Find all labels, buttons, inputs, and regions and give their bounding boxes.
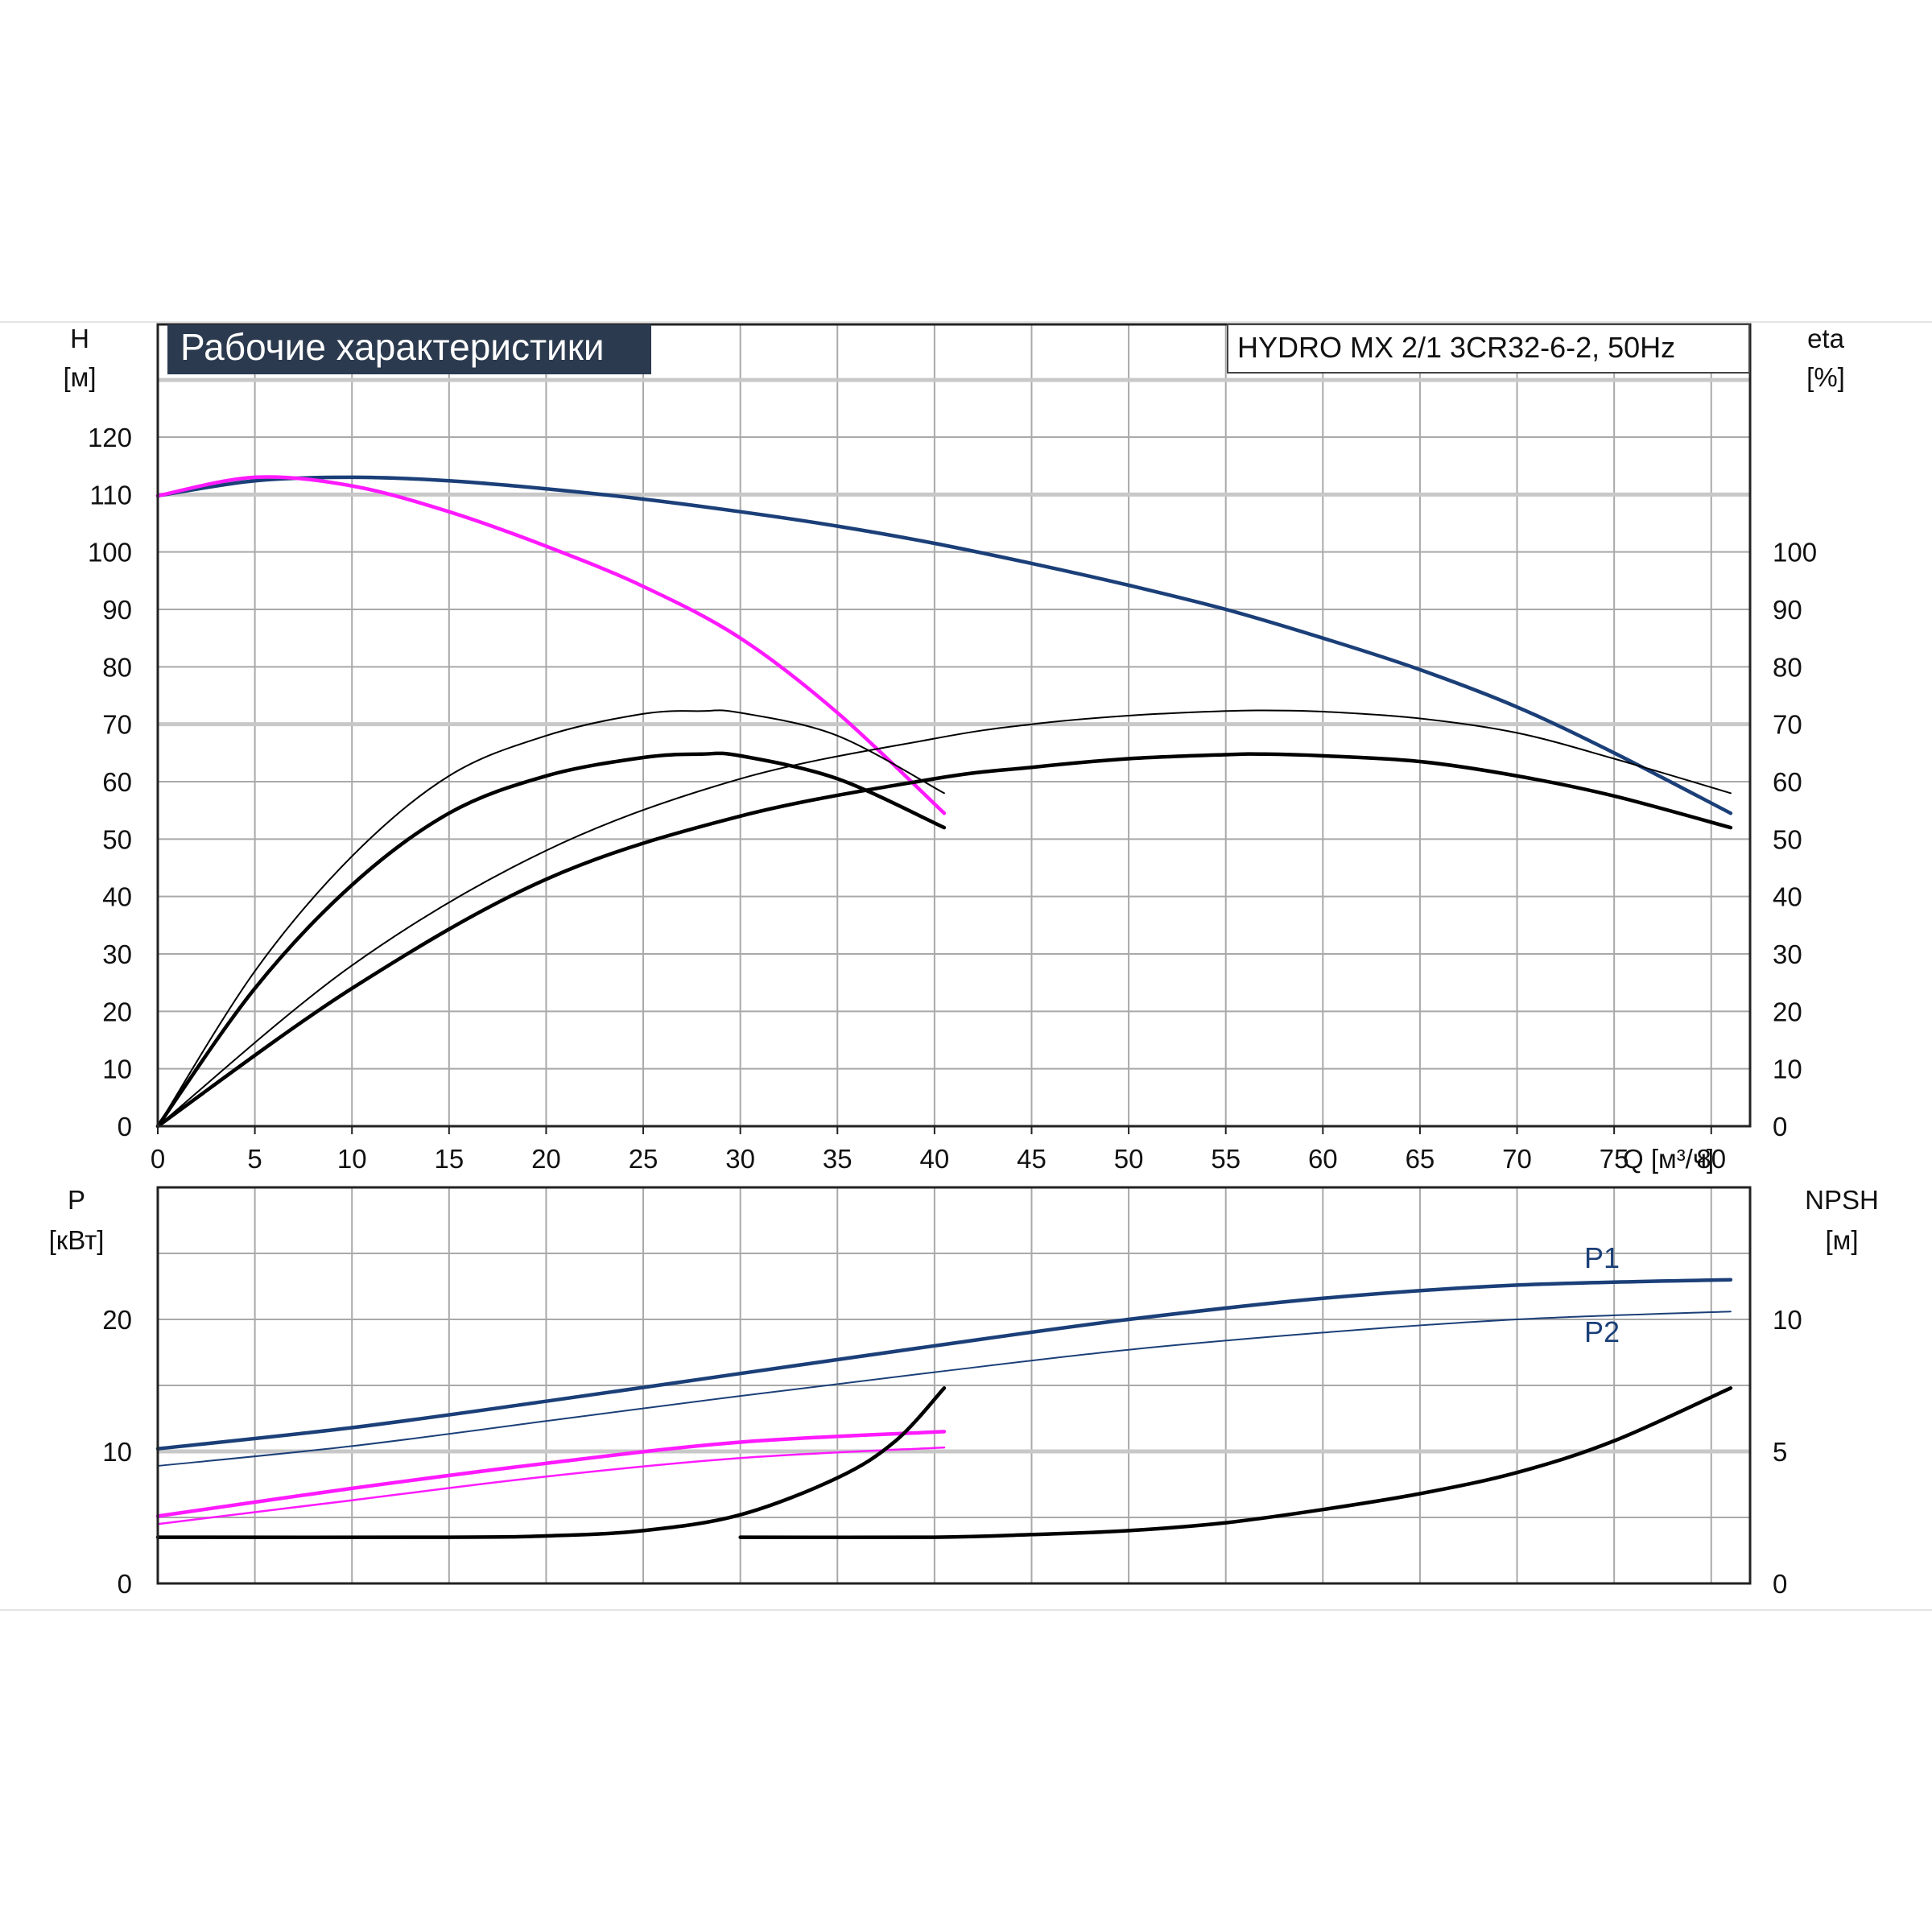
head-tick-label: 90 — [102, 595, 132, 625]
flow-tick-label: 20 — [531, 1144, 561, 1174]
head-tick-label: 110 — [89, 480, 132, 510]
tick-labels: 0102030405060708090100110120010203040506… — [88, 423, 1817, 1599]
series-P2 — [157, 1311, 1732, 1467]
eta-tick-label: 30 — [1773, 939, 1802, 969]
eta-tick-label: 20 — [1773, 997, 1802, 1026]
p2-series-label: P2 — [1584, 1315, 1620, 1348]
eta-tick-label: 10 — [1773, 1055, 1802, 1084]
head-axis-label: H — [70, 324, 89, 353]
eta-axis-unit: [%] — [1806, 362, 1845, 392]
head-tick-label: 120 — [88, 423, 132, 452]
bottom-panel-frame — [156, 1186, 1752, 1585]
flow-tick-label: 40 — [920, 1144, 950, 1174]
series-efficiency-total-one-pump — [155, 751, 947, 1129]
flow-tick-label: 65 — [1406, 1144, 1435, 1174]
flow-tick-label: 25 — [629, 1144, 658, 1174]
npsh-tick-label: 0 — [1773, 1569, 1787, 1599]
head-tick-label: 60 — [102, 767, 132, 797]
p1-series-label: P1 — [1584, 1241, 1620, 1274]
power-tick-label: 0 — [118, 1569, 132, 1599]
series-head-two-pumps — [155, 475, 1733, 815]
series-head-one-pump — [155, 475, 947, 815]
series-layer — [155, 475, 1733, 1540]
model-label-box — [1227, 324, 1750, 374]
title-badge — [167, 324, 651, 374]
head-tick-label: 30 — [102, 939, 132, 969]
series-efficiency-pump-two-pumps — [157, 709, 1732, 1127]
power-tick-label: 20 — [102, 1305, 132, 1335]
eta-tick-label: 60 — [1773, 767, 1802, 797]
flow-tick-label: 80 — [1696, 1144, 1726, 1174]
eta-tick-label: 70 — [1773, 710, 1802, 740]
eta-tick-label: 0 — [1773, 1112, 1787, 1141]
flow-tick-label: 30 — [725, 1144, 755, 1174]
flow-tick-label: 35 — [823, 1144, 852, 1174]
series-P1-one-pump — [155, 1430, 947, 1518]
model-label: HYDRO MX 2/1 3CR32-6-2, 50Hz — [1237, 331, 1675, 364]
flow-tick-label: 60 — [1308, 1144, 1338, 1174]
flow-axis-label: Q [м³/ч] — [1623, 1144, 1714, 1174]
npsh-tick-label: 10 — [1773, 1305, 1802, 1335]
npsh-tick-label: 5 — [1773, 1437, 1787, 1467]
head-tick-label: 80 — [102, 652, 132, 682]
eta-tick-label: 90 — [1773, 595, 1802, 625]
head-tick-label: 70 — [102, 710, 132, 740]
frame-layer — [156, 323, 1752, 1585]
series-efficiency-pump-one-pump — [157, 709, 945, 1127]
flow-tick-label: 70 — [1502, 1144, 1532, 1174]
flow-tick-label: 45 — [1017, 1144, 1046, 1174]
head-tick-label: 20 — [102, 997, 132, 1026]
eta-tick-label: 100 — [1773, 538, 1817, 568]
power-axis-unit: [кВт] — [49, 1225, 105, 1255]
flow-tick-label: 75 — [1600, 1144, 1629, 1174]
npsh-axis-unit: [м] — [1825, 1225, 1858, 1255]
head-tick-label: 40 — [102, 882, 132, 912]
head-tick-label: 100 — [88, 538, 132, 568]
flow-tick-label: 55 — [1211, 1144, 1241, 1174]
chart-title: Рабочие характеристики — [180, 326, 605, 368]
flow-tick-label: 50 — [1114, 1144, 1144, 1174]
head-tick-label: 0 — [118, 1112, 132, 1141]
eta-axis-label: eta — [1807, 324, 1845, 353]
top-panel-frame — [156, 323, 1752, 1128]
eta-tick-label: 40 — [1773, 882, 1802, 912]
series-P2-one-pump — [156, 1446, 946, 1525]
grid — [158, 324, 1750, 1583]
chart-background — [0, 321, 1932, 1611]
flow-tick-label: 15 — [434, 1144, 464, 1174]
eta-tick-label: 80 — [1773, 652, 1802, 682]
npsh-axis-label: NPSH — [1805, 1185, 1879, 1215]
series-NPSH-one-pump — [155, 1386, 947, 1539]
flow-tick-label: 5 — [247, 1144, 262, 1174]
series-efficiency-total-two-pumps — [155, 752, 1733, 1129]
head-tick-label: 10 — [102, 1055, 132, 1084]
power-tick-label: 10 — [102, 1437, 132, 1467]
series-P1 — [155, 1278, 1733, 1451]
flow-tick-label: 10 — [337, 1144, 367, 1174]
flow-tick-label: 0 — [151, 1144, 165, 1174]
head-axis-unit: [м] — [63, 362, 96, 392]
power-axis-label: P — [68, 1185, 85, 1215]
series-NPSH-two-pumps — [738, 1386, 1733, 1540]
eta-tick-label: 50 — [1773, 824, 1802, 854]
head-tick-label: 50 — [102, 824, 132, 854]
